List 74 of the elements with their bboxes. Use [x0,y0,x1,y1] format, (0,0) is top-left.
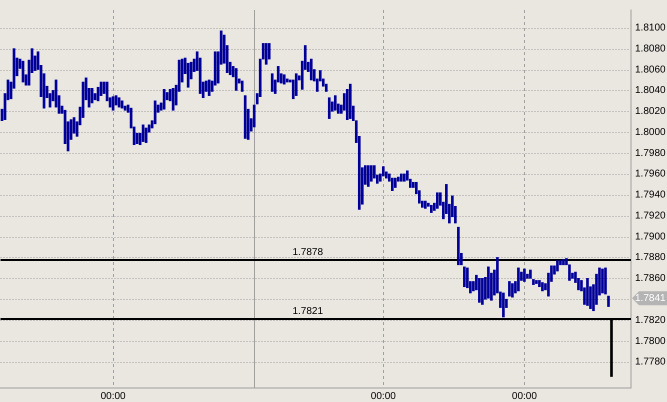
bar [234,68,238,91]
bar [144,128,148,143]
bar [430,204,433,213]
bar [112,96,114,111]
bar [523,268,526,282]
bar [535,280,538,284]
y-tick-label: 1.7940 [635,190,666,201]
bar [162,89,166,110]
x-tick-label: 00:00 [512,390,538,402]
bar [541,282,544,292]
y-tick-label: 1.8060 [635,64,666,76]
bar [481,278,484,305]
bar [294,73,298,96]
y-tick-label: 1.7860 [635,273,666,284]
bar [601,268,604,294]
bar [348,84,352,119]
annotation: 1.7841 [635,292,666,304]
bar [402,174,406,182]
y-tick-label: 1.7820 [635,314,666,326]
bar [142,124,144,142]
y-tick-label: 1.8100 [635,22,666,34]
bar [511,283,514,298]
bar [240,80,244,92]
bar [394,178,397,188]
bar [264,43,268,65]
y-tick-label: 1.8000 [635,126,666,138]
bar [282,74,286,84]
bar [532,279,535,285]
bar [334,95,337,111]
bar [508,281,511,296]
ref-line-label: 1.7878 [292,246,324,258]
y-tick-label: 1.8080 [635,43,666,54]
y-tick-label: 1.7920 [635,210,666,222]
y-tick-label: 1.7980 [635,148,666,159]
bar [502,292,505,318]
bar [208,80,210,96]
bar [172,88,174,111]
bar [244,95,247,139]
bar [270,73,274,92]
bar [118,97,120,108]
y-tick-label: 1.8020 [635,106,666,118]
bar [562,259,565,266]
bar [586,278,589,306]
bar [90,88,94,104]
y-tick-label: 1.7800 [635,336,666,347]
bar [517,268,520,292]
bar [22,60,24,82]
bar [529,270,532,279]
bar [604,268,607,294]
bar [457,226,460,266]
x-tick-label: 00:00 [100,390,126,402]
bar [487,266,490,299]
bar [607,296,610,307]
y-tick-label: 1.7960 [635,168,666,180]
bar [556,260,559,272]
bar [400,174,403,182]
bar [310,58,313,80]
y-tick-label: 1.7900 [635,231,666,242]
ref-line-label: 1.7821 [292,306,324,317]
bar [366,165,370,187]
bar [463,266,466,288]
bar [390,178,394,191]
bar [286,78,289,82]
y-tick-label: 1.7880 [635,252,666,264]
bar [328,97,331,119]
x-tick-label: 00:00 [370,390,396,402]
bar [252,104,256,128]
bar [120,100,124,108]
y-tick-label: 1.8040 [635,85,666,96]
bar [436,192,439,209]
bar [154,100,156,124]
y-tick-label: 1.7780 [635,356,666,368]
bar [538,280,541,288]
bar [478,278,481,303]
